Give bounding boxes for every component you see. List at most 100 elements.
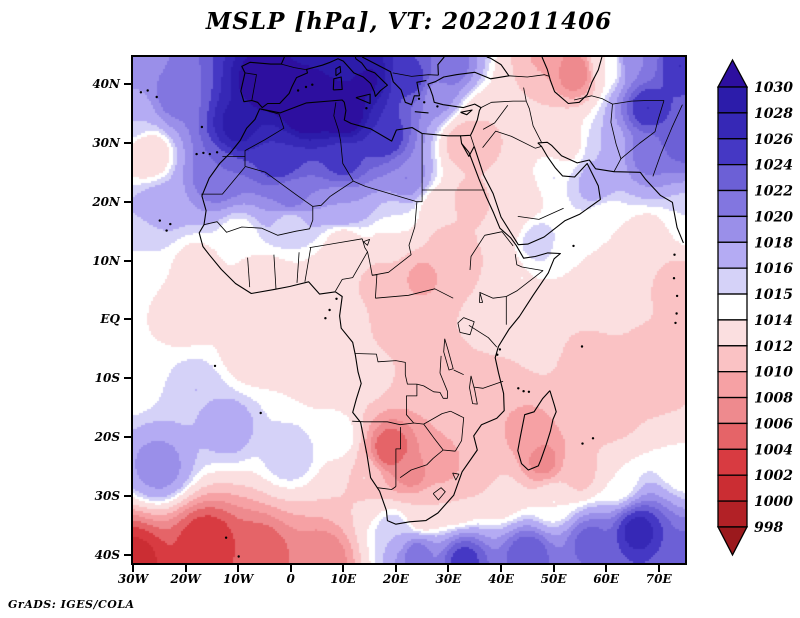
coastline — [517, 390, 557, 471]
colorbar-segment — [717, 163, 748, 192]
island-dot — [496, 353, 499, 356]
colorbar-tick-label: 1004 — [754, 442, 793, 458]
country-border — [377, 486, 397, 490]
colorbar-segment — [717, 241, 748, 269]
colorbar-segment — [717, 448, 748, 476]
island-dot — [146, 89, 149, 92]
colorbar-tick-label: 1006 — [754, 416, 793, 432]
grads-credit: GrADS: IGES/COLA — [8, 598, 135, 611]
map-frame — [131, 55, 687, 565]
island-dot — [208, 152, 211, 156]
island-dot — [417, 97, 421, 100]
colorbar-tick-label: 1028 — [754, 106, 793, 122]
coastline — [198, 99, 561, 525]
coastline — [541, 57, 603, 105]
lat-tick-label: 10N — [92, 253, 120, 268]
country-border — [474, 380, 504, 389]
island-dot — [436, 105, 439, 108]
map-overlay-svg — [139, 57, 684, 558]
country-border — [395, 427, 401, 487]
island-dot — [498, 348, 502, 351]
lat-tick-mark — [124, 318, 131, 321]
lat-tick-label: 30S — [94, 488, 120, 503]
coastline — [332, 76, 343, 91]
island-dot — [527, 390, 531, 393]
lat-tick-label: 20N — [92, 194, 120, 209]
colorbar-segment — [717, 293, 748, 321]
country-border — [468, 324, 498, 348]
country-border — [508, 74, 550, 78]
lon-tick-label: 60E — [593, 572, 620, 586]
country-border — [423, 423, 456, 452]
country-border — [432, 487, 446, 501]
colorbar-tick-label: 1030 — [754, 80, 793, 96]
colorbar-tick-label: 998 — [754, 520, 783, 536]
island-dot — [158, 219, 161, 222]
lake-outline — [443, 338, 454, 371]
lon-tick-mark — [552, 565, 555, 572]
country-border — [514, 254, 544, 271]
coastline — [355, 93, 371, 105]
coastline — [460, 109, 473, 116]
island-dot — [423, 101, 426, 104]
country-border — [406, 384, 418, 424]
country-border — [620, 100, 665, 160]
country-border — [335, 238, 368, 292]
island-dot — [155, 95, 158, 99]
lon-tick-label: 20E — [382, 572, 409, 586]
coastline — [473, 142, 601, 246]
lon-tick-mark — [657, 565, 660, 572]
country-border — [304, 247, 312, 282]
country-border — [610, 104, 622, 172]
colorbar-arrow-high — [716, 58, 749, 88]
colorbar-tick-label: 1024 — [754, 158, 793, 174]
island-dot — [213, 364, 217, 368]
plot-title: MSLP [hPa], VT: 2022011406 — [205, 8, 613, 35]
country-border — [261, 206, 314, 236]
island-dot — [672, 277, 676, 280]
colorbar-segment — [717, 371, 748, 399]
lon-tick-label: 10E — [330, 572, 357, 586]
country-border — [372, 201, 418, 276]
island-dot — [311, 83, 314, 86]
country-border — [416, 133, 423, 203]
lon-tick-label: 40E — [488, 572, 514, 586]
country-border — [506, 270, 544, 297]
colorbar-tick-label: 1012 — [754, 339, 793, 355]
lake-outline — [479, 292, 483, 303]
country-border — [416, 355, 448, 399]
country-border — [203, 221, 262, 233]
country-border — [480, 100, 527, 108]
country-border — [453, 369, 464, 376]
colorbar-segment — [717, 112, 748, 140]
coastline — [437, 57, 445, 76]
lat-tick-label: EQ — [100, 312, 120, 327]
colorbar-segment — [717, 396, 748, 425]
colorbar-tick-label: 1000 — [754, 494, 793, 510]
colorbar-segment — [717, 267, 748, 295]
lat-tick-label: 30N — [92, 135, 120, 150]
coastline — [240, 57, 388, 109]
country-border — [470, 135, 475, 147]
island-dot — [522, 390, 525, 393]
country-border — [281, 63, 308, 71]
country-border — [244, 156, 354, 207]
lon-tick-mark — [184, 565, 187, 572]
country-border — [469, 235, 486, 271]
colorbar-segment — [717, 189, 748, 218]
lat-tick-mark — [124, 494, 131, 497]
country-border — [222, 108, 285, 157]
lon-tick-label: 70E — [645, 572, 672, 586]
colorbar-tick-label: 1002 — [754, 468, 793, 484]
country-border — [340, 141, 354, 182]
country-border — [296, 252, 300, 283]
country-border — [574, 95, 613, 105]
island-dot — [169, 222, 172, 226]
lat-tick-mark — [124, 436, 131, 439]
island-dot — [200, 125, 204, 129]
country-border — [479, 291, 507, 299]
lat-tick-label: 10S — [94, 371, 120, 386]
country-border — [612, 100, 664, 105]
island-dot — [195, 152, 198, 156]
country-border — [484, 231, 514, 247]
